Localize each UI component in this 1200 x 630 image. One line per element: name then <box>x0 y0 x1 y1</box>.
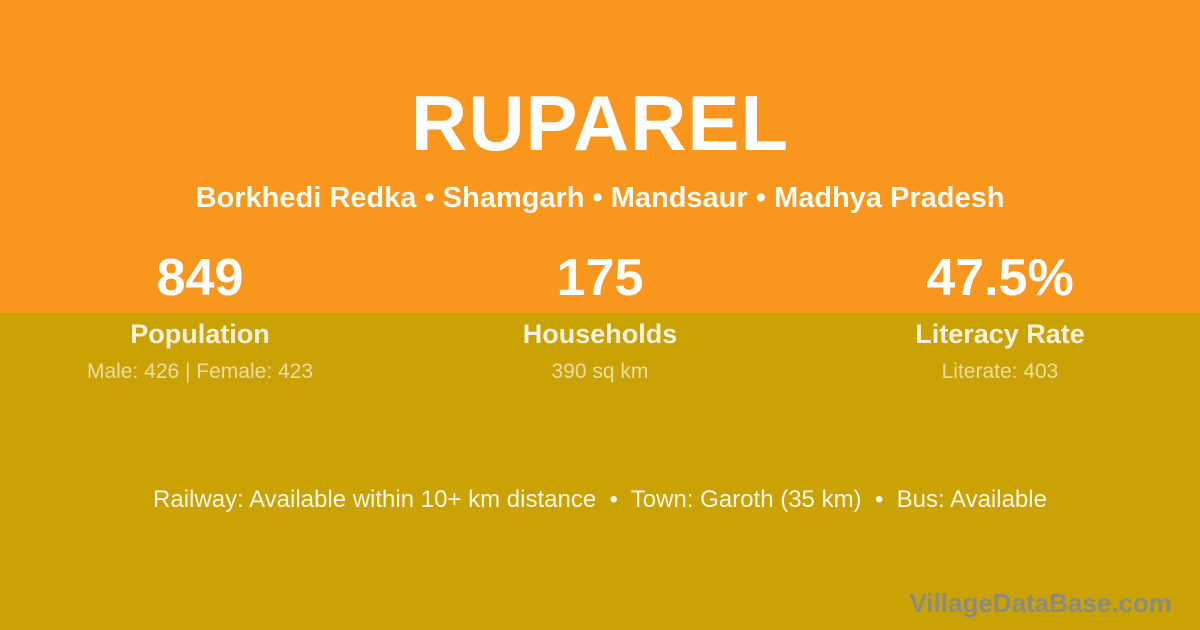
households-label: Households <box>522 319 678 349</box>
stat-households: 175 Households 390 sq km <box>400 252 800 382</box>
stats-row: 849 Population Male: 426 | Female: 423 1… <box>0 252 1200 382</box>
population-label: Population <box>130 319 270 349</box>
stat-literacy-rate: 47.5% Literacy Rate Literate: 403 <box>800 252 1200 382</box>
literacy-rate-value: 47.5% <box>926 249 1074 307</box>
literacy-rate-detail: Literate: 403 <box>941 360 1059 383</box>
literacy-rate-label: Literacy Rate <box>915 319 1085 349</box>
households-value: 175 <box>556 249 644 307</box>
population-detail: Male: 426 | Female: 423 <box>86 360 314 383</box>
amenities-summary: Railway: Available within 10+ km distanc… <box>153 486 1047 513</box>
watermark: VillageDataBase.com <box>909 588 1172 618</box>
households-detail: 390 sq km <box>551 360 649 383</box>
page-title: RUPAREL <box>410 79 790 167</box>
stat-population: 849 Population Male: 426 | Female: 423 <box>0 252 400 382</box>
population-value: 849 <box>156 249 244 307</box>
breadcrumb: Borkhedi Redka • Shamgarh • Mandsaur • M… <box>195 182 1005 214</box>
